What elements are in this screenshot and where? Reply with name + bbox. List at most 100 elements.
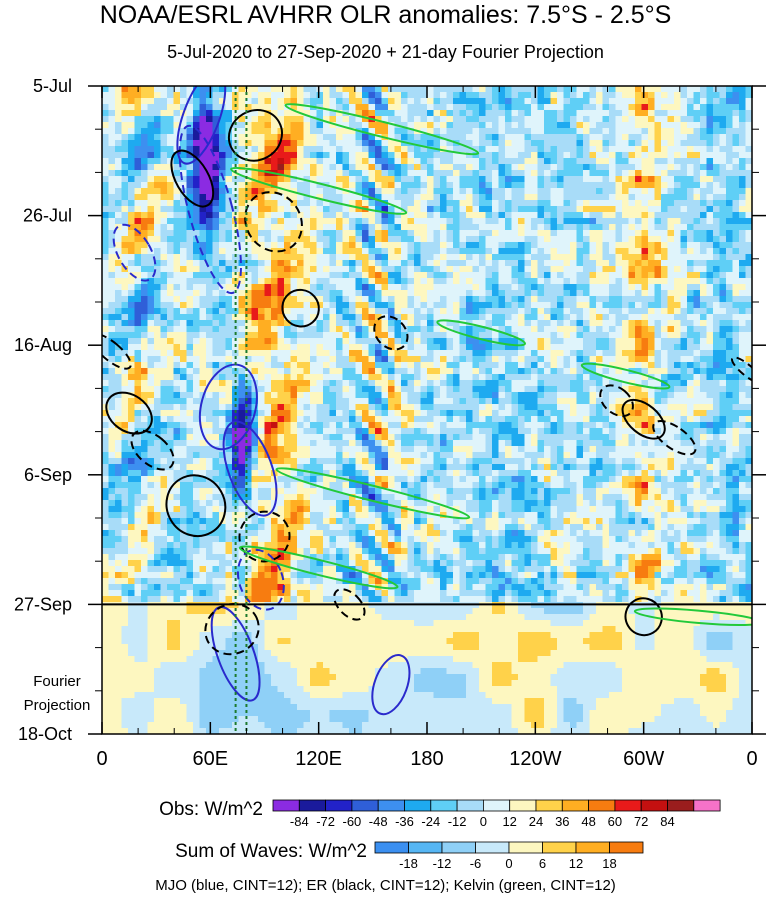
field-cell (518, 140, 526, 147)
field-cell (193, 266, 201, 273)
field-cell (596, 230, 604, 237)
field-cell (505, 344, 513, 351)
field-cell (355, 278, 363, 285)
field-cell (375, 356, 383, 363)
field-cell (206, 206, 214, 213)
field-cell (628, 182, 636, 189)
field-cell (557, 140, 565, 147)
field-cell (531, 200, 539, 207)
field-cell (349, 140, 357, 147)
field-cell (134, 194, 142, 201)
field-cell (173, 206, 181, 213)
field-cell (492, 314, 500, 321)
field-cell (414, 314, 422, 321)
field-cell (446, 176, 454, 183)
field-cell (518, 194, 526, 201)
field-cell (232, 344, 240, 351)
field-cell (726, 98, 734, 105)
field-cell (674, 350, 682, 357)
field-cell (602, 122, 610, 129)
field-cell (713, 104, 721, 111)
field-cell (687, 338, 695, 345)
field-cell (245, 326, 253, 333)
field-cell (674, 182, 682, 189)
field-cell (310, 98, 318, 105)
field-cell (414, 380, 422, 387)
field-cell (329, 308, 337, 315)
field-cell (336, 86, 344, 93)
field-cell (570, 278, 578, 285)
field-cell (524, 128, 532, 135)
field-cell (557, 326, 565, 333)
field-cell (407, 122, 415, 129)
field-cell (628, 236, 636, 243)
field-cell (466, 152, 474, 159)
field-cell (186, 242, 194, 249)
field-cell (622, 266, 630, 273)
field-cell (186, 254, 194, 261)
field-cell (310, 350, 318, 357)
field-cell (700, 110, 708, 117)
field-cell (277, 188, 285, 195)
field-cell (479, 290, 487, 297)
field-cell (693, 188, 701, 195)
field-cell (238, 314, 246, 321)
field-cell (323, 140, 331, 147)
field-cell (466, 326, 474, 333)
field-cell (570, 116, 578, 123)
field-cell (466, 236, 474, 243)
field-cell (264, 320, 272, 327)
field-cell (472, 230, 480, 237)
field-cell (719, 182, 727, 189)
field-cell (349, 368, 357, 375)
field-cell (160, 374, 168, 381)
field-cell (180, 254, 188, 261)
field-cell (706, 128, 714, 135)
field-cell (342, 278, 350, 285)
field-cell (102, 170, 110, 177)
field-cell (115, 188, 123, 195)
field-cell (511, 236, 519, 243)
field-cell (277, 86, 285, 93)
field-cell (518, 170, 526, 177)
field-cell (511, 302, 519, 309)
field-cell (167, 218, 175, 225)
field-cell (277, 368, 285, 375)
field-cell (173, 344, 181, 351)
field-cell (264, 284, 272, 291)
field-cell (687, 368, 695, 375)
field-cell (635, 218, 643, 225)
field-cell (167, 182, 175, 189)
field-cell (524, 224, 532, 231)
field-cell (446, 368, 454, 375)
field-cell (602, 308, 610, 315)
field-cell (446, 92, 454, 99)
field-cell (732, 368, 740, 375)
field-cell (440, 236, 448, 243)
field-cell (394, 254, 402, 261)
field-cell (583, 152, 591, 159)
field-cell (193, 98, 201, 105)
field-cell (485, 188, 493, 195)
field-cell (498, 182, 506, 189)
field-cell (193, 218, 201, 225)
field-cell (238, 344, 246, 351)
field-cell (355, 122, 363, 129)
field-cell (388, 98, 396, 105)
field-cell (661, 248, 669, 255)
field-cell (602, 350, 610, 357)
field-cell (355, 98, 363, 105)
field-cell (687, 350, 695, 357)
field-cell (576, 380, 584, 387)
field-cell (557, 212, 565, 219)
field-cell (232, 98, 240, 105)
field-cell (680, 182, 688, 189)
field-cell (641, 242, 649, 249)
field-cell (498, 212, 506, 219)
field-cell (141, 110, 149, 117)
field-cell (102, 362, 110, 369)
field-cell (349, 206, 357, 213)
field-cell (251, 128, 259, 135)
field-cell (550, 254, 558, 261)
field-cell (206, 374, 214, 381)
